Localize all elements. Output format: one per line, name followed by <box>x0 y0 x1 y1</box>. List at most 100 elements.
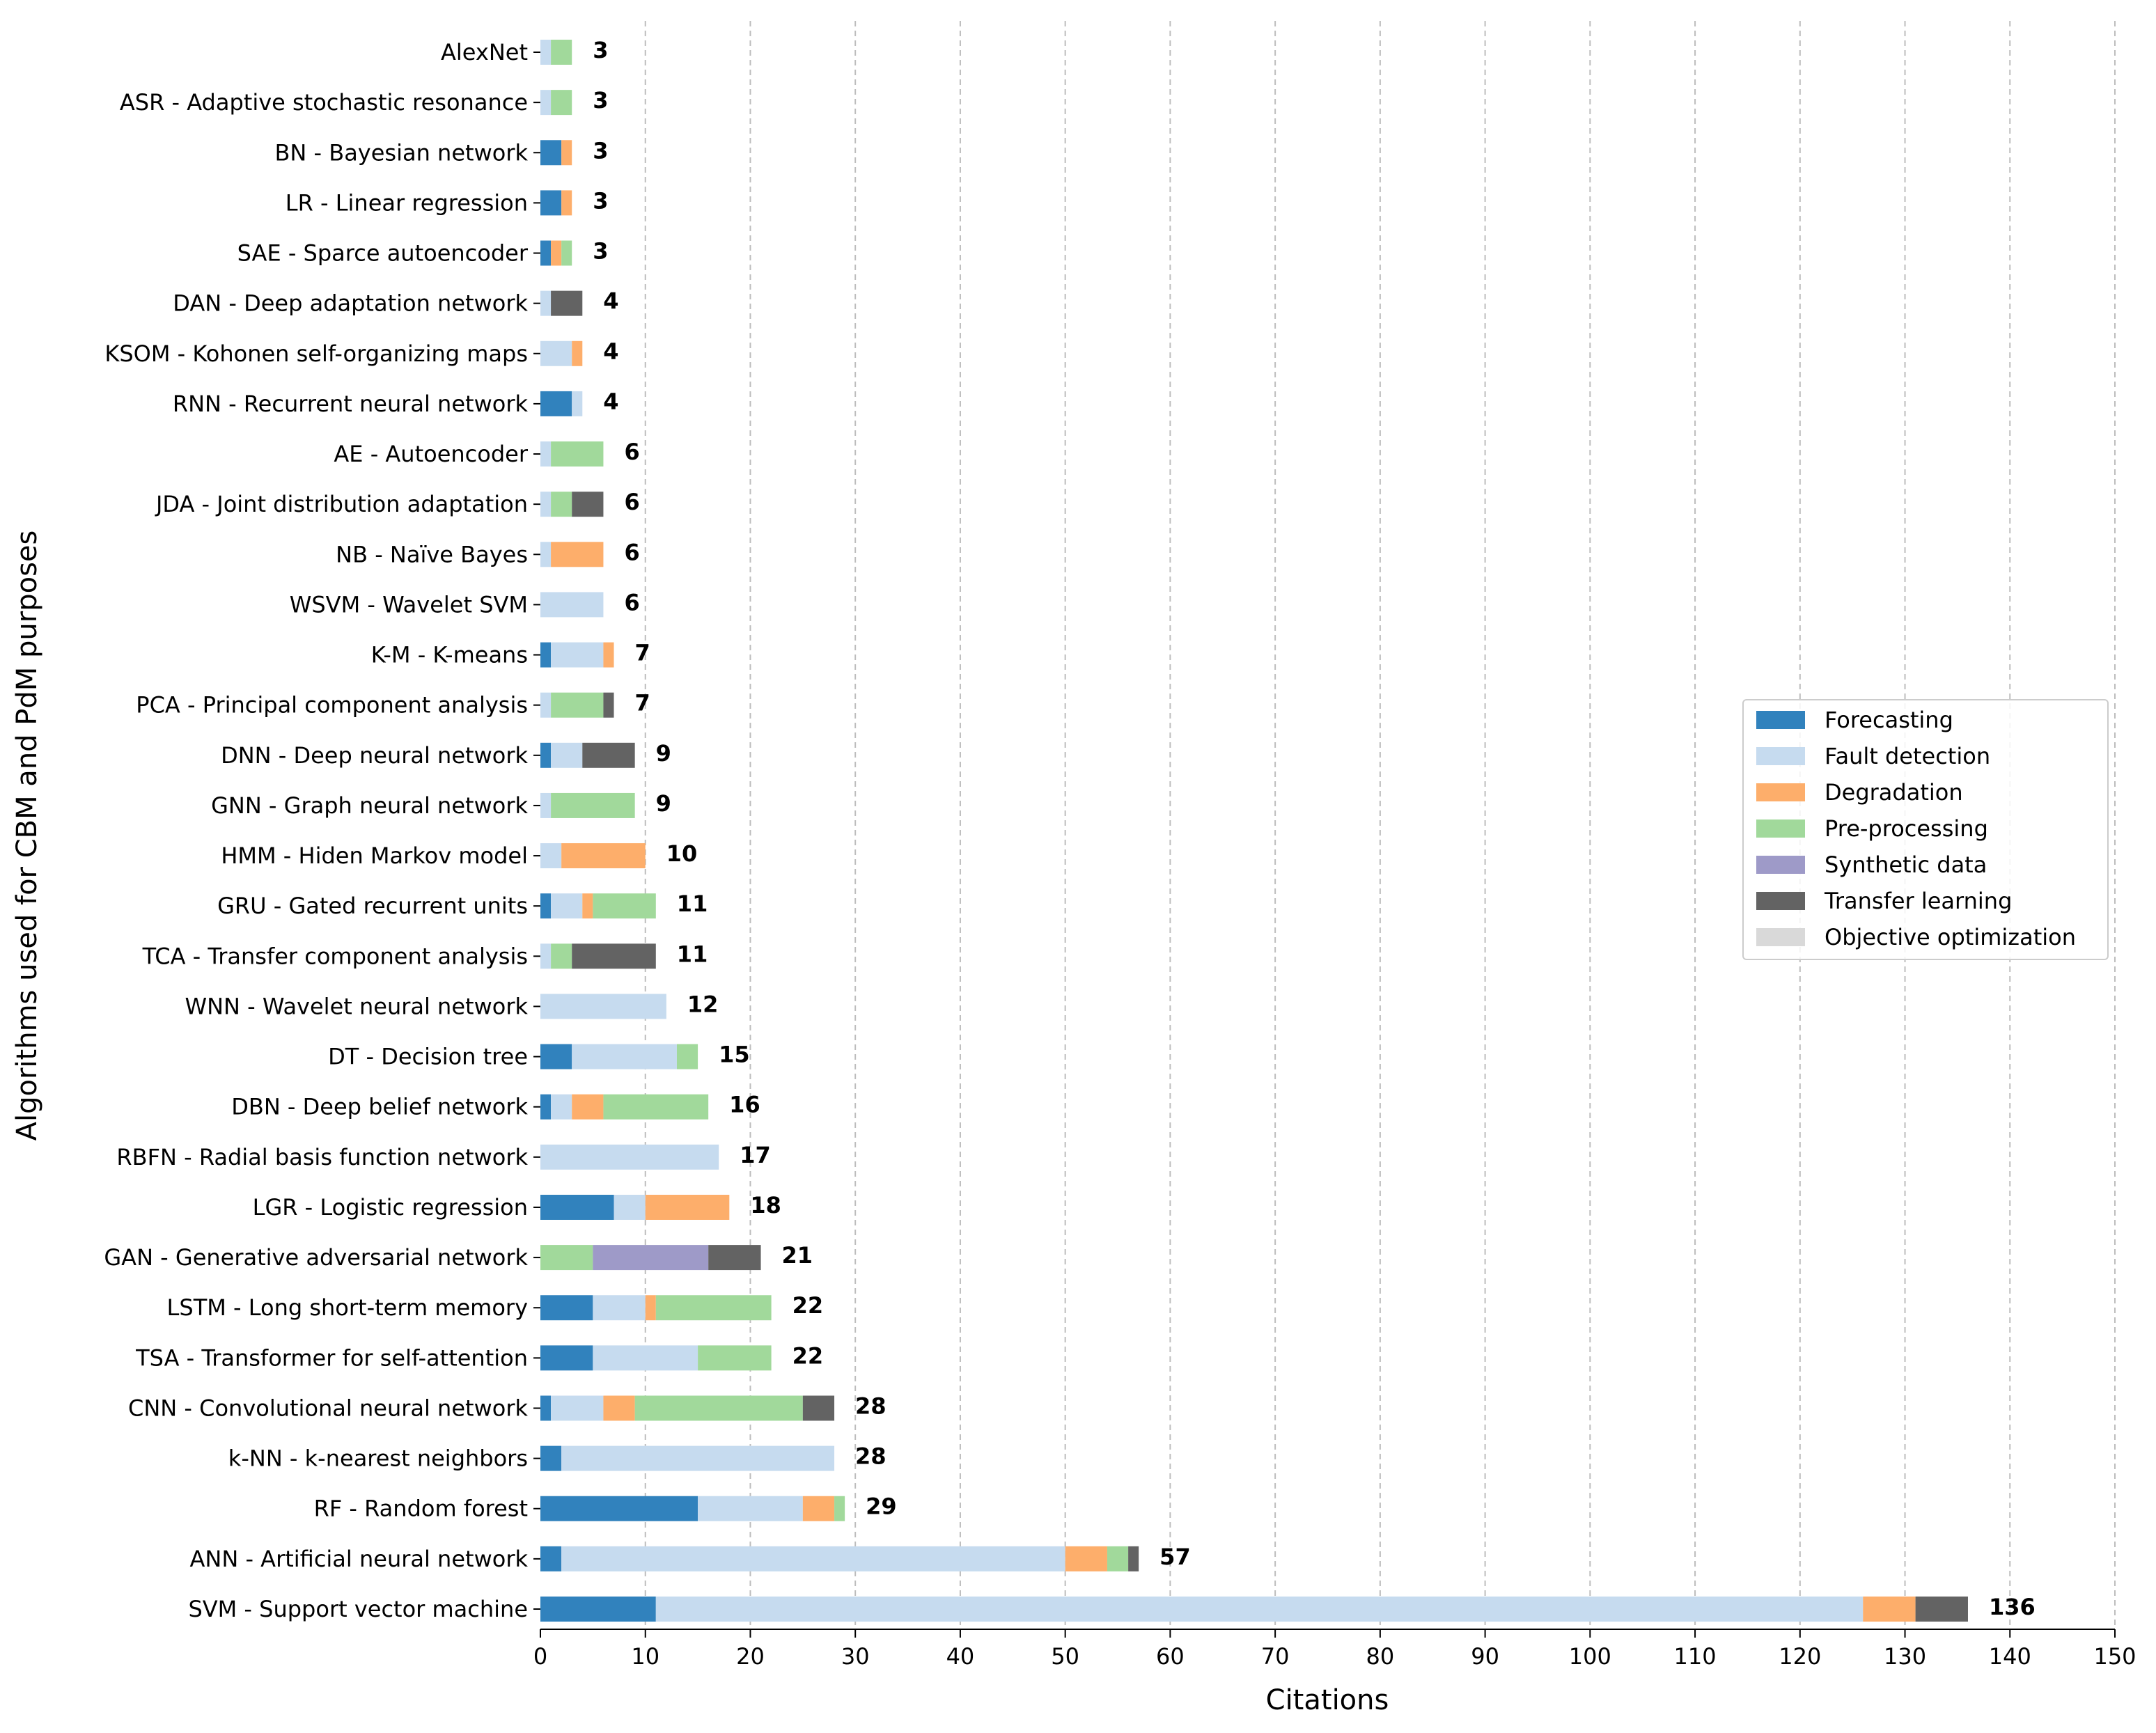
bar-segment <box>1915 1597 1968 1622</box>
legend-label: Pre-processing <box>1825 815 1988 842</box>
bar-segment <box>551 240 562 266</box>
x-tick-label: 100 <box>1569 1643 1611 1670</box>
total-label: 28 <box>855 1393 886 1419</box>
total-label: 22 <box>792 1292 824 1319</box>
total-label: 9 <box>656 740 671 767</box>
category-label: CNN - Convolutional neural network <box>128 1395 528 1421</box>
bar-segment <box>1065 1546 1107 1571</box>
x-tick-label: 130 <box>1884 1643 1926 1670</box>
bar-segment <box>540 1295 593 1321</box>
bar-segment <box>582 742 635 768</box>
bar-segment <box>540 340 572 366</box>
bar-segment <box>540 441 552 467</box>
bar-segment <box>572 943 656 969</box>
total-label: 4 <box>603 338 618 365</box>
bar-segment <box>540 1496 698 1521</box>
bar-segment <box>540 893 552 919</box>
bar-segment <box>540 1194 614 1220</box>
category-label: ASR - Adaptive stochastic resonance <box>120 89 528 116</box>
category-label: DAN - Deep adaptation network <box>173 290 528 317</box>
total-label: 11 <box>677 891 708 917</box>
bar-segment <box>572 1044 677 1069</box>
total-label: 15 <box>719 1042 750 1068</box>
category-label: AlexNet <box>441 39 528 65</box>
bar-segment <box>551 1094 572 1120</box>
category-label: DNN - Deep neural network <box>221 742 528 769</box>
total-label: 136 <box>1989 1594 2036 1620</box>
bar-segment <box>802 1395 835 1421</box>
total-label: 3 <box>593 238 608 265</box>
bar-segment <box>551 1395 604 1421</box>
bar-segment <box>551 40 572 65</box>
category-label: SVM - Support vector machine <box>188 1596 528 1622</box>
total-labels: 3333344466667799101111121516171821222228… <box>593 37 2036 1620</box>
bar-segment <box>593 1245 709 1271</box>
x-tick-label: 140 <box>1989 1643 2031 1670</box>
category-label: PCA - Principal component analysis <box>136 692 528 719</box>
category-label: KSOM - Kohonen self-organizing maps <box>104 340 528 367</box>
bar-segment <box>540 843 562 869</box>
bar-segment <box>540 943 552 969</box>
x-tick-label: 90 <box>1471 1643 1499 1670</box>
category-label: GAN - Generative adversarial network <box>104 1244 528 1271</box>
total-label: 6 <box>624 439 639 465</box>
x-tick-label: 70 <box>1261 1643 1290 1670</box>
bar-segment <box>540 1094 552 1120</box>
bar-segment <box>540 592 604 618</box>
bar-segment <box>540 290 552 316</box>
bar-segment <box>561 240 572 266</box>
legend-swatch <box>1756 783 1805 801</box>
category-label: WSVM - Wavelet SVM <box>290 591 528 618</box>
bar-segment <box>1107 1546 1129 1571</box>
bar-segment <box>540 492 552 517</box>
legend-label: Degradation <box>1825 779 1963 806</box>
category-label: TSA - Transformer for self-attention <box>135 1344 528 1371</box>
x-tick-label: 110 <box>1674 1643 1717 1670</box>
category-label: WNN - Wavelet neural network <box>185 993 528 1019</box>
bar-segment <box>561 843 646 869</box>
x-tick-label: 10 <box>631 1643 659 1670</box>
bar-segment <box>698 1345 772 1371</box>
bars <box>540 40 1968 1622</box>
total-label: 9 <box>656 790 671 817</box>
category-label: LR - Linear regression <box>286 189 528 216</box>
total-label: 17 <box>740 1142 771 1168</box>
x-tick-label: 20 <box>736 1643 765 1670</box>
bar-segment <box>655 1295 772 1321</box>
bar-segment <box>561 190 572 216</box>
total-label: 3 <box>593 37 608 63</box>
legend-swatch <box>1756 747 1805 765</box>
total-label: 6 <box>624 539 639 565</box>
bar-segment <box>834 1496 845 1521</box>
category-label: AE - Autoencoder <box>334 441 528 467</box>
bar-segment <box>1128 1546 1139 1571</box>
category-label: LGR - Logistic regression <box>253 1194 528 1221</box>
category-label: k-NN - k-nearest neighbors <box>228 1445 528 1472</box>
x-tick-label: 60 <box>1156 1643 1185 1670</box>
legend-label: Forecasting <box>1825 707 1953 733</box>
bar-segment <box>551 441 604 467</box>
x-axis-title: Citations <box>1266 1684 1389 1716</box>
bar-segment <box>540 240 552 266</box>
total-label: 3 <box>593 137 608 164</box>
bar-segment <box>561 140 572 166</box>
bar-segment <box>603 642 614 668</box>
bar-segment <box>645 1194 730 1220</box>
x-tick-label: 50 <box>1051 1643 1079 1670</box>
total-label: 12 <box>687 991 719 1017</box>
bar-segment <box>582 893 593 919</box>
x-tick-label: 40 <box>946 1643 975 1670</box>
category-label: RBFN - Radial basis function network <box>116 1144 528 1170</box>
bar-segment <box>572 1094 604 1120</box>
bar-segment <box>572 340 583 366</box>
x-tick-label: 30 <box>841 1643 870 1670</box>
bar-segment <box>540 1345 593 1371</box>
bar-segment <box>540 742 552 768</box>
bar-segment <box>540 40 552 65</box>
category-label: BN - Bayesian network <box>274 139 528 166</box>
bar-segment <box>551 290 583 316</box>
total-label: 3 <box>593 187 608 214</box>
bar-segment <box>540 190 562 216</box>
bar-segment <box>572 391 583 416</box>
bar-segment <box>540 1395 552 1421</box>
